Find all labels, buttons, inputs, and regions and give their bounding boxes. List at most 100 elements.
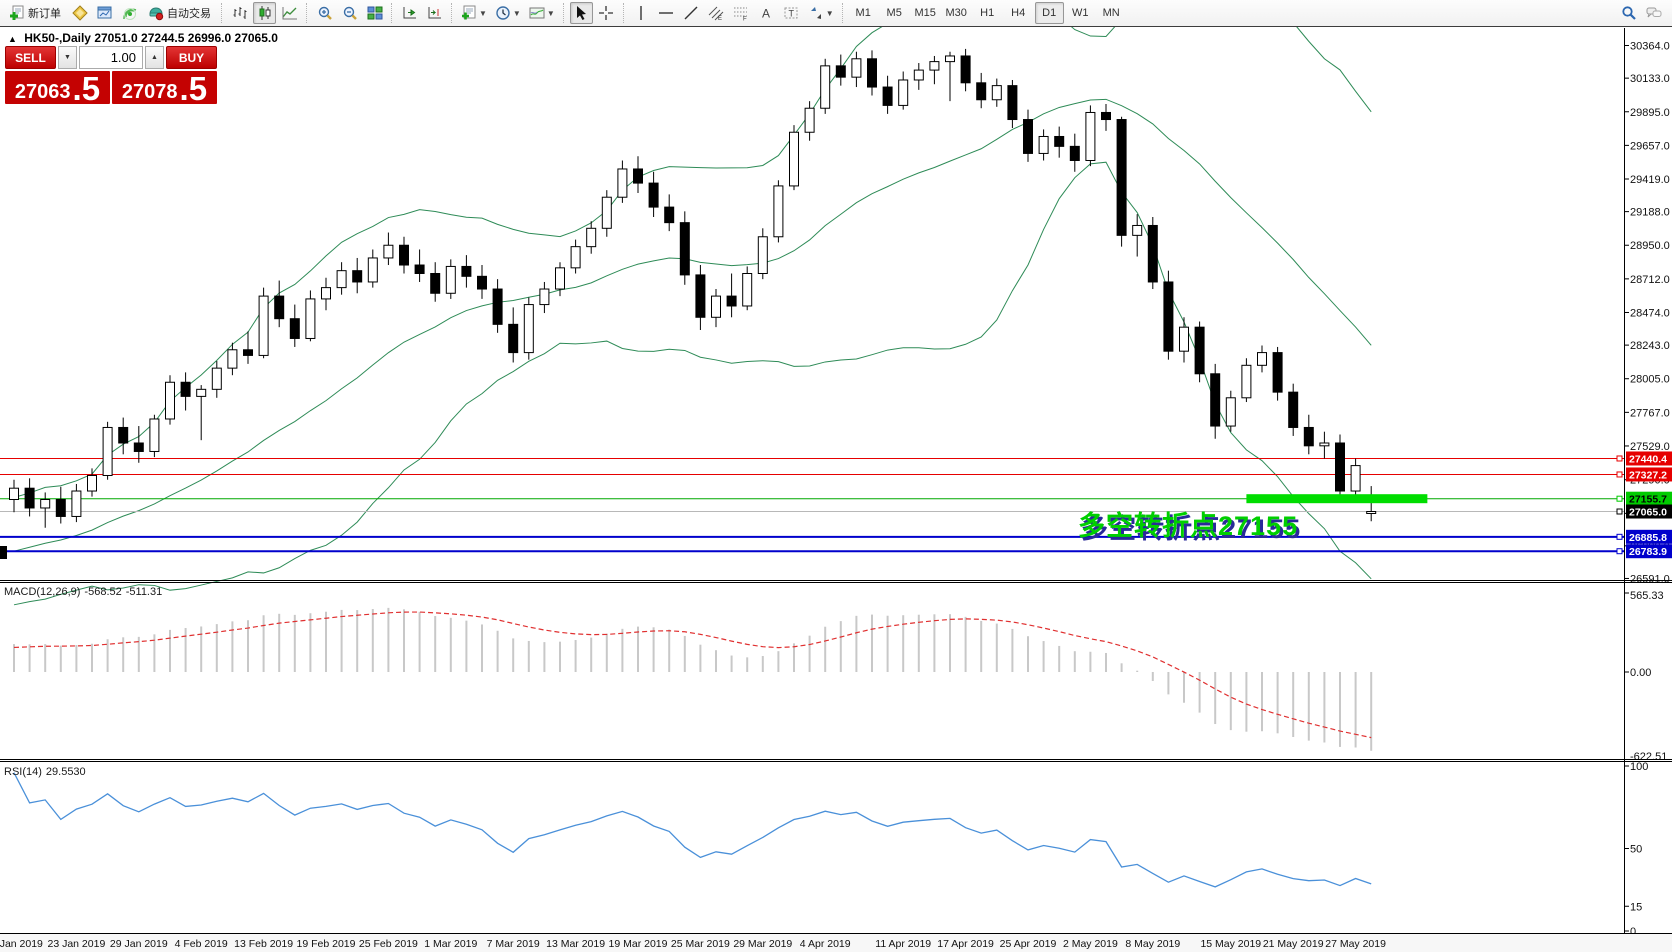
signals-icon <box>122 8 136 20</box>
date-label: 25 Apr 2019 <box>1000 938 1057 950</box>
price-tick-label: 28474.0 <box>1630 307 1670 319</box>
svg-text:F: F <box>743 17 747 22</box>
search-icon <box>1621 6 1636 20</box>
periods-dropdown[interactable]: ▼ <box>492 2 524 24</box>
timeframe-h1[interactable]: H1 <box>980 7 995 19</box>
vertical-line-tool[interactable] <box>630 2 653 24</box>
zoom-in-button[interactable] <box>313 2 336 24</box>
tile-windows-button[interactable] <box>363 2 386 24</box>
text-tool[interactable]: A <box>755 2 778 24</box>
dropdown-caret: ▼ <box>512 8 521 18</box>
candle-body <box>1116 119 1127 236</box>
candle-body <box>711 295 721 318</box>
toolbar-separator <box>562 3 565 23</box>
chart-window-button[interactable] <box>93 2 116 24</box>
volume-decrease-button[interactable]: ▼ <box>58 46 77 69</box>
date-label: 4 Feb 2019 <box>175 938 228 950</box>
new-order-button[interactable]: 新订单 <box>4 2 66 24</box>
badge-anchor <box>1616 495 1623 502</box>
crosshair-tool-button[interactable] <box>595 2 618 24</box>
current-price-badge-bg <box>1626 504 1672 519</box>
candlestick-mode-button[interactable] <box>253 2 276 24</box>
price-tick-label: 29188.0 <box>1630 207 1670 219</box>
cursor-tool-button[interactable] <box>569 2 593 24</box>
price-badge-27155.7: 27155.7 <box>1629 494 1667 506</box>
chart-shift-icon <box>428 7 441 19</box>
market-watch-icon <box>71 5 88 21</box>
date-label: 4 Apr 2019 <box>800 938 851 950</box>
zoom-out-button[interactable] <box>338 2 361 24</box>
turning-point-annotation: 多空转折点27155 <box>1078 511 1299 541</box>
new-order-icon <box>10 5 24 20</box>
macd-label: MACD(12,26,9) -568.52 -511.31 <box>4 586 166 598</box>
candle-body <box>180 381 191 397</box>
signals-button[interactable] <box>118 2 141 24</box>
market-watch-button[interactable] <box>68 2 91 24</box>
candle-body <box>945 55 955 63</box>
timeframe-m5[interactable]: M5 <box>886 7 902 19</box>
new-chart-dropdown[interactable]: ▼ <box>458 2 490 24</box>
toolbar: 新订单 自动交易 <box>0 0 1672 27</box>
chart-shift-button[interactable] <box>423 2 446 24</box>
buy-price-box[interactable]: 27078 .5 <box>112 71 217 105</box>
macd-value-signal: -511.31 <box>125 586 163 598</box>
candle-body <box>1101 111 1111 121</box>
candle-body <box>1054 135 1065 147</box>
arrows-dropdown[interactable]: ▼ <box>805 2 837 24</box>
price-badge-27440.4: 27440.4 <box>1629 453 1667 465</box>
line-chart-mode-button[interactable] <box>278 2 301 24</box>
horizontal-line-tool[interactable] <box>655 2 678 24</box>
sell-button[interactable]: SELL <box>5 46 56 69</box>
timeframe-mn[interactable]: MN <box>1102 7 1120 19</box>
volume-increase-button[interactable]: ▲ <box>145 46 164 69</box>
price-tick-label: 28243.0 <box>1630 340 1670 352</box>
candle-body <box>555 267 565 290</box>
sell-price-box[interactable]: 27063 .5 <box>5 71 110 105</box>
price-tick-label: 27529.0 <box>1630 441 1670 453</box>
candle-body <box>196 388 207 397</box>
chart-title: ▲ HK50-,Daily 27051.0 27244.5 26996.0 27… <box>8 31 278 45</box>
buy-price-main: 27078 <box>121 81 178 103</box>
templates-dropdown[interactable]: ▼ <box>526 2 558 24</box>
macd-axis-max: 565.33 <box>1630 590 1664 602</box>
horizontal-line-icon <box>659 12 674 14</box>
timeframe-m1[interactable]: M1 <box>855 7 871 19</box>
candle-body <box>477 275 487 290</box>
arrows-icon <box>810 7 821 19</box>
zoom-in-icon <box>318 6 332 20</box>
date-label: 29 Jan 2019 <box>110 938 168 950</box>
chart-window-icon <box>97 6 111 19</box>
price-tick-label: 28950.0 <box>1630 240 1670 252</box>
badge-anchor <box>1616 471 1623 478</box>
collapse-arrow-icon[interactable]: ▲ <box>8 34 17 44</box>
timeframe-h4[interactable]: H4 <box>1011 7 1026 19</box>
date-label: 1 Mar 2019 <box>424 938 477 950</box>
timeframe-w1[interactable]: W1 <box>1071 7 1089 19</box>
timeframe-m15[interactable]: M15 <box>914 7 936 19</box>
volume-input[interactable]: 1.00 <box>79 46 143 69</box>
badge-anchor <box>1616 548 1623 555</box>
date-label: 19 Feb 2019 <box>297 938 356 950</box>
fibonacci-tool[interactable]: F <box>730 2 753 24</box>
bollinger-middle <box>13 98 1372 552</box>
auto-scroll-button[interactable] <box>398 2 421 24</box>
symbol-period-label: HK50-,Daily <box>24 31 91 45</box>
text-label-tool[interactable]: T <box>780 2 803 24</box>
trendline-tool[interactable] <box>680 2 703 24</box>
bar-chart-mode-button[interactable] <box>228 2 251 24</box>
timeframe-d1[interactable]: D1 <box>1034 2 1064 24</box>
chat-button[interactable] <box>1642 2 1665 24</box>
search-button[interactable] <box>1617 2 1640 24</box>
timeframe-m30[interactable]: M30 <box>945 7 967 19</box>
bollinger-lower <box>13 161 1372 606</box>
templates-icon <box>529 7 545 19</box>
candle-body <box>430 272 441 294</box>
autotrading-button[interactable]: 自动交易 <box>143 2 216 24</box>
candle-body <box>1319 442 1330 447</box>
price-badge-26783.9: 26783.9 <box>1629 546 1667 558</box>
buy-button[interactable]: BUY <box>166 46 217 69</box>
timeframe-buttons: M1 M5 M15 M30 H1 H4 D1 W1 MN <box>848 2 1127 24</box>
channel-tool[interactable]: E <box>705 2 728 24</box>
